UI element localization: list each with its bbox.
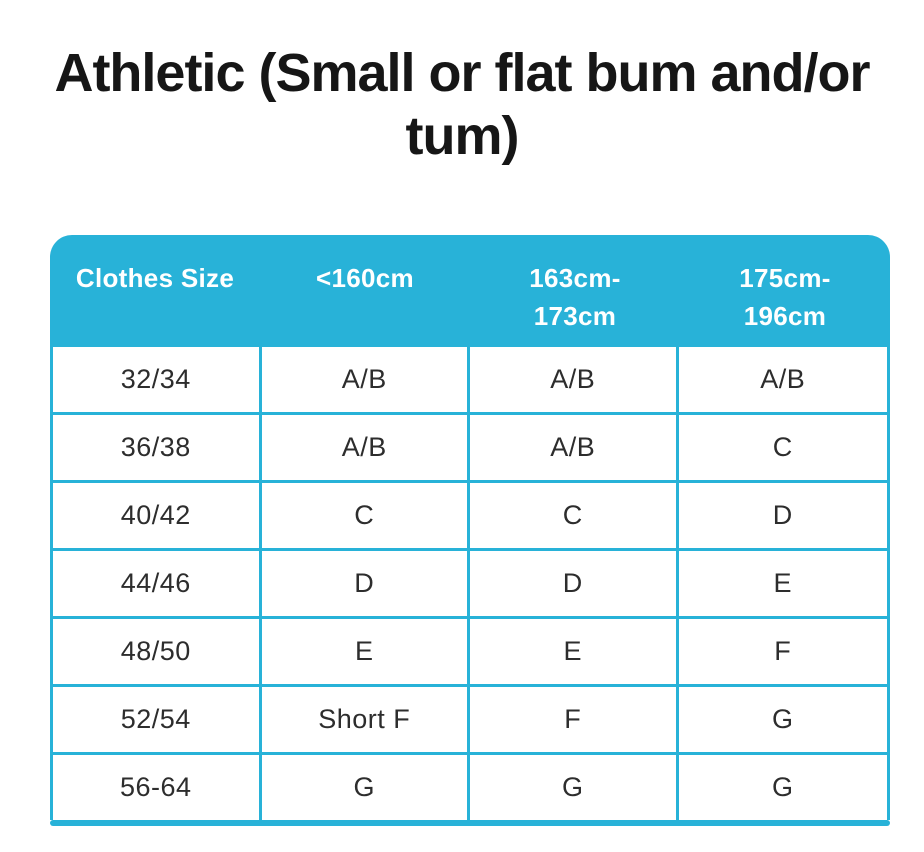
cell-cup-size: G	[470, 755, 679, 820]
table-row: 40/42 C C D	[53, 480, 887, 548]
cell-cup-size: A/B	[470, 415, 679, 480]
cell-clothes-size: 56-64	[53, 755, 262, 820]
cell-cup-size: D	[772, 500, 793, 530]
column-header-label: 173cm	[533, 301, 617, 331]
cell-cup-size: E	[470, 619, 679, 684]
column-header-under-160cm: <160cm	[260, 235, 470, 347]
size-chart-header-row: Clothes Size <160cm 163cm- 173cm 175cm- 19…	[50, 235, 890, 347]
cell-clothes-size: 40/42	[53, 483, 262, 548]
cell-clothes-size: 36/38	[53, 415, 262, 480]
table-row: 52/54 Short F F G	[53, 684, 887, 752]
column-header-label: 196cm	[743, 301, 827, 331]
cell-cup-size: A/B	[262, 415, 470, 480]
cell-cup-size: G	[771, 772, 794, 802]
cell-cup-size: Short F	[262, 687, 470, 752]
size-guide-page: Athletic (Small or flat bum and/or tum) C…	[0, 42, 924, 826]
cell-clothes-size: 32/34	[53, 347, 262, 412]
table-bottom-border	[50, 820, 890, 826]
cell-cup-size: A/B	[262, 347, 470, 412]
column-header-label: 175cm-	[739, 263, 831, 293]
table-row: 36/38 A/B A/B C	[53, 412, 887, 480]
column-header-175-196cm: 175cm- 196cm	[680, 235, 890, 347]
column-header-label: 163cm-	[529, 263, 621, 293]
cell-cup-size: G	[771, 704, 794, 734]
cell-cup-size: A/B	[470, 347, 679, 412]
cell-cup-size: D	[262, 551, 470, 616]
table-row: 32/34 A/B A/B A/B	[53, 347, 887, 412]
column-header-label: <160cm	[316, 263, 414, 293]
page-title-line-2: tum)	[405, 106, 520, 166]
page-title-line-1: Athletic (Small or flat bum and/or	[54, 43, 870, 103]
cell-cup-size: E	[262, 619, 470, 684]
cell-cup-size: E	[773, 568, 792, 598]
column-header-clothes-size: Clothes Size	[50, 235, 260, 347]
cell-cup-size: C	[772, 432, 793, 462]
table-row: 44/46 D D E	[53, 548, 887, 616]
cell-clothes-size: 52/54	[53, 687, 262, 752]
column-header-label: Clothes Size	[75, 263, 235, 293]
page-title: Athletic (Small or flat bum and/or tum)	[8, 42, 916, 168]
cell-cup-size: C	[262, 483, 470, 548]
cell-cup-size: F	[470, 687, 679, 752]
column-header-163-173cm: 163cm- 173cm	[470, 235, 680, 347]
table-row: 48/50 E E F	[53, 616, 887, 684]
table-row: 56-64 G G G	[53, 752, 887, 820]
cell-clothes-size: 44/46	[53, 551, 262, 616]
cell-cup-size: G	[262, 755, 470, 820]
size-chart-table: Clothes Size <160cm 163cm- 173cm 175cm- 19…	[50, 235, 890, 826]
cell-cup-size: A/B	[760, 364, 806, 394]
cell-clothes-size: 48/50	[53, 619, 262, 684]
cell-cup-size: C	[470, 483, 679, 548]
cell-cup-size: F	[774, 636, 792, 666]
cell-cup-size: D	[470, 551, 679, 616]
size-chart-body: 32/34 A/B A/B A/B 36/38 A/B A/B C 40/42 …	[50, 347, 890, 820]
